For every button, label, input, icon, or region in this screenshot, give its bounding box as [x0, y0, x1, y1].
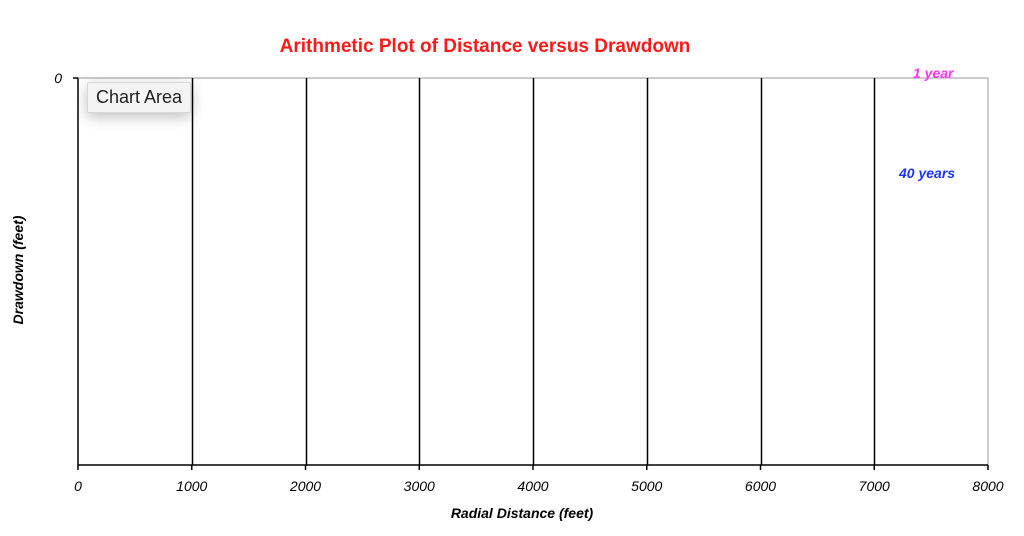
x-tick-labels: 0 1000 2000 3000 4000 5000 6000 7000 8000	[74, 478, 1004, 494]
chart-title: Arithmetic Plot of Distance versus Drawd…	[279, 36, 691, 57]
x-tick-label-0: 0	[74, 478, 82, 494]
x-tick-label-1000: 1000	[176, 478, 207, 494]
x-axis-label: Radial Distance (feet)	[450, 505, 594, 521]
x-tick-label-2000: 2000	[289, 478, 321, 494]
x-tick-label-8000: 8000	[972, 478, 1003, 494]
x-tick-label-7000: 7000	[859, 478, 890, 494]
chart-area-tooltip: Chart Area	[87, 82, 192, 113]
y-axis-label: Drawdown (feet)	[10, 215, 26, 325]
x-tick-label-3000: 3000	[404, 478, 435, 494]
y-tick-labels: 0	[54, 70, 62, 86]
x-tick-label-4000: 4000	[517, 478, 548, 494]
legend-item-40-years: 40 years	[899, 165, 956, 181]
x-tick-label-5000: 5000	[631, 478, 662, 494]
legend-item-1-year: 1 year	[913, 65, 954, 81]
axes	[73, 77, 989, 470]
y-tick-label-0: 0	[54, 70, 62, 86]
x-tick-label-6000: 6000	[745, 478, 776, 494]
grid-lines	[77, 77, 989, 466]
